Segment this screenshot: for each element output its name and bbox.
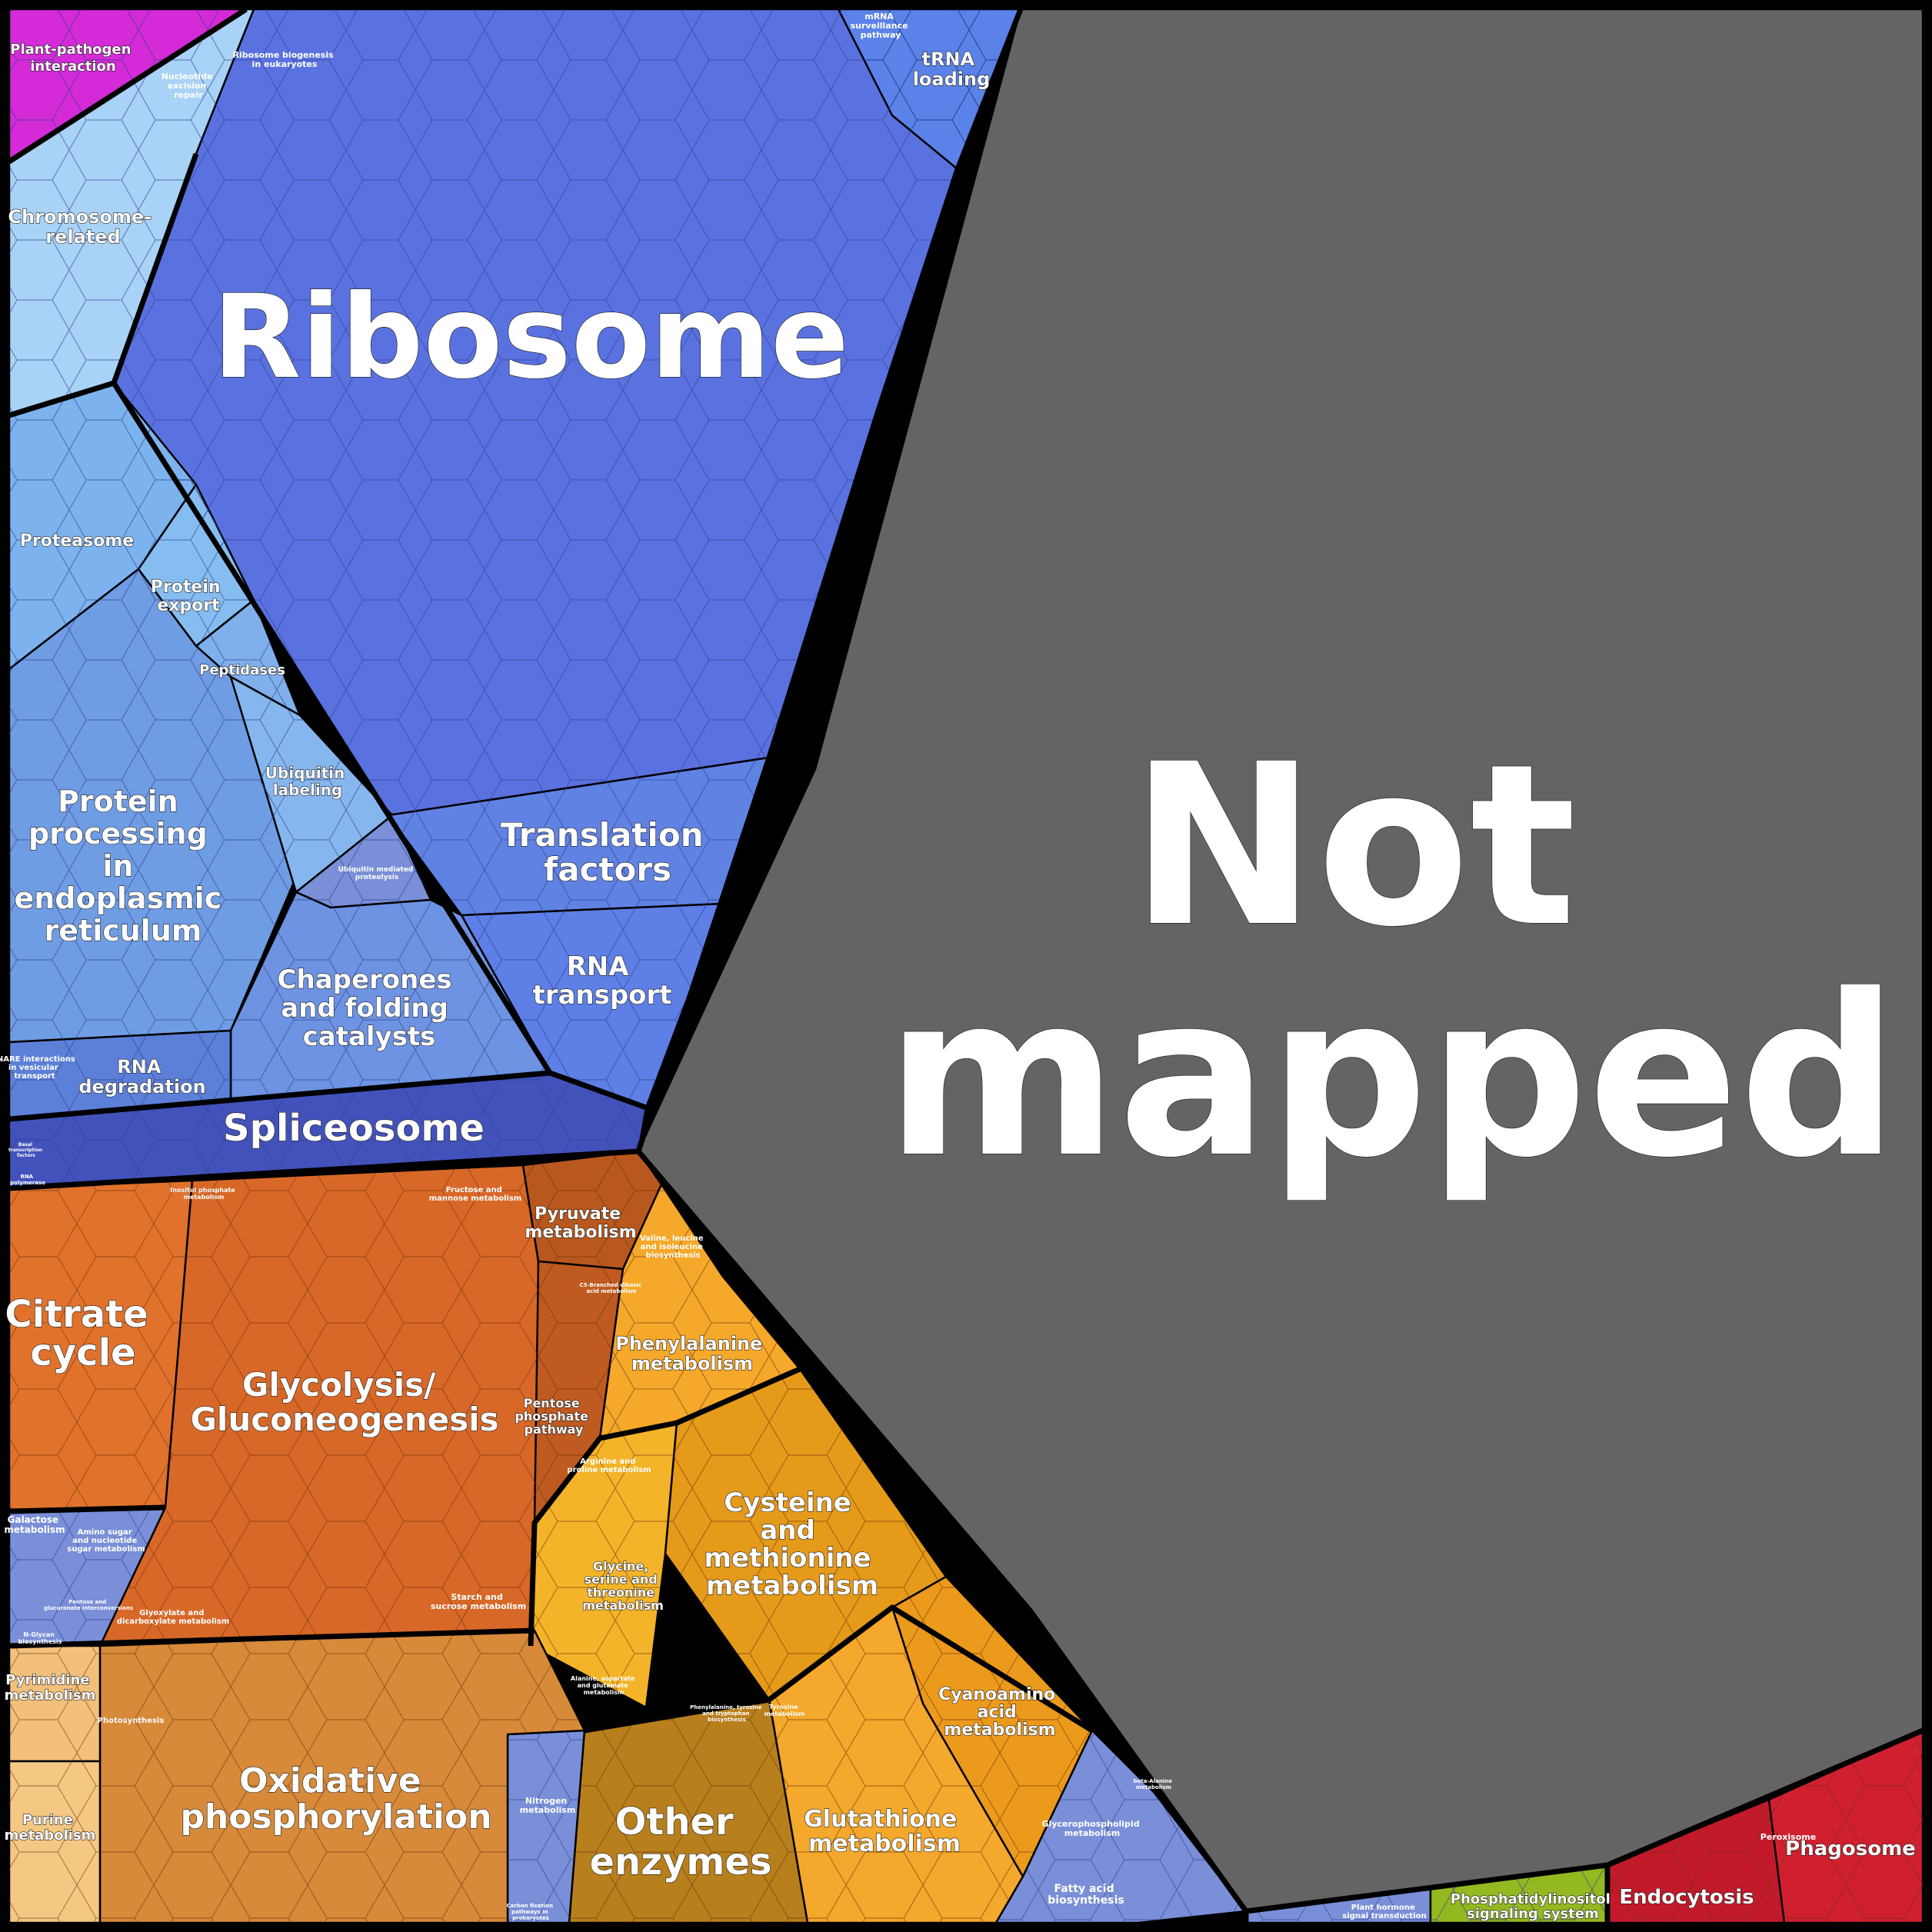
label-chaperones: Chaperones and folding catalysts	[278, 964, 461, 1052]
label-ribosome-biogenesis: Ribosome biogenesis in eukaryotes	[232, 50, 336, 69]
label-pyrimidine: Pyrimidine metabolism	[5, 1672, 96, 1704]
region-pyrimidine[interactable]	[8, 1644, 102, 1763]
label-n-glycan: N-Glycan biosynthesis	[18, 1631, 62, 1645]
label-ubiquitin-proteolysis: Ubiquitin mediated proteolysis	[338, 866, 416, 881]
label-rna-degradation: RNA degradation	[78, 1056, 205, 1098]
label-alanine-aspartate: Alanine, aspartate and glutamate metabol…	[571, 1675, 637, 1696]
label-basal-transcription: Basal transcription factors	[8, 1142, 44, 1158]
label-cysteine: Cysteine and methionine metabolism	[705, 1487, 881, 1601]
label-glycine: Glycine, serine and threonine metabolism	[582, 1559, 664, 1613]
label-proteasome: Proteasome	[20, 531, 134, 551]
label-arginine-proline: Arginine and proline metabolism	[567, 1457, 651, 1474]
label-pyruvate: Pyruvate metabolism	[525, 1204, 636, 1242]
label-beta-alanine: beta-Alanine metabolism	[1134, 1778, 1174, 1790]
label-glutathione: Glutathione metabolism	[804, 1806, 965, 1857]
label-not-mapped-line2: mapped	[885, 948, 1898, 1207]
label-pentose-phosphate: Pentose phosphate pathway	[515, 1396, 592, 1437]
label-chromosome: Chromosome- related	[8, 206, 158, 248]
label-nitrogen: Nitrogen metabolism	[520, 1796, 576, 1815]
label-pentose-glucuronate: Pentose and glucuronate interconversions	[44, 1599, 133, 1611]
label-purine: Purine metabolism	[5, 1812, 96, 1844]
label-c5-branched: C5-Branched dibasic acid metabolism	[579, 1282, 643, 1294]
label-peroxisome: Peroxisome	[1760, 1832, 1816, 1842]
label-starch-sucrose: Starch and sucrose metabolism	[431, 1592, 526, 1611]
label-plant-pathogen: Plant-pathogen interaction	[10, 42, 135, 75]
label-not-mapped: Not mapped	[885, 717, 1898, 1207]
label-ribosome: Ribosome	[212, 271, 849, 405]
label-protein-processing: Protein processing in endoplasmic reticu…	[14, 784, 232, 948]
labels: Not mapped Ribosome Plant-pathogen inter…	[0, 12, 1916, 1923]
label-glyoxylate: Glyoxylate and dicarboxylate metabolism	[117, 1609, 229, 1626]
label-rna-transport: RNA transport	[532, 951, 671, 1011]
label-inositol-phosphate: Inositol phosphate metabolism	[170, 1187, 237, 1201]
label-phenylpropanoid: Phenylalanine, tyrosine and tryptophan b…	[690, 1704, 764, 1723]
label-photosynthesis: Photosynthesis	[98, 1717, 165, 1725]
label-citrate-cycle: Citrate cycle	[5, 1293, 162, 1374]
label-amino-sugar: Amino sugar and nucleotide sugar metabol…	[67, 1528, 145, 1554]
label-cyanoamino: Cyanoamino acid metabolism	[938, 1685, 1061, 1740]
label-glycolysis: Glycolysis/ Gluconeogenesis	[190, 1366, 498, 1438]
label-phagosome: Phagosome	[1785, 1837, 1916, 1860]
label-phenylalanine: Phenylalanine metabolism	[615, 1333, 769, 1374]
label-spliceosome: Spliceosome	[223, 1107, 485, 1150]
label-ubiquitin-labeling: Ubiquitin labeling	[265, 764, 350, 799]
label-endocytosis: Endocytosis	[1619, 1886, 1754, 1909]
label-peptidases: Peptidases	[199, 662, 285, 678]
label-fatty-acid: Fatty acid biosynthesis	[1048, 1883, 1124, 1907]
label-protein-export: Protein export	[151, 578, 226, 615]
label-phosphatidylinositol: Phosphatidylinositol signaling system	[1451, 1891, 1615, 1922]
label-plant-hormone: Plant hormone signal transduction	[1342, 1904, 1426, 1920]
label-translation-factors: Translation factors	[501, 816, 715, 888]
label-galactose: Galactose metabolism	[4, 1514, 65, 1535]
label-rna-polymerase: RNA polymerase	[10, 1174, 45, 1186]
label-tyrosine: Tyrosine metabolism	[764, 1704, 805, 1717]
label-valine-leucine: Valine, leucine and isoleucine biosynthe…	[640, 1234, 706, 1260]
label-trna-loading: tRNA loading	[913, 48, 991, 90]
label-nucleotide-excision: Nucleotide excision repair	[162, 72, 216, 100]
label-other-enzymes: Other enzymes	[589, 1800, 771, 1884]
label-carbon-fixation: Carbon fixation pathways in prokaryotes	[507, 1903, 555, 1921]
label-mrna-surveillance: mRNA surveillance pathway	[851, 12, 911, 40]
label-glycerophospholipid: Glycerophospholipid metabolism	[1042, 1819, 1143, 1838]
label-oxidative: Oxidative phosphorylation	[180, 1761, 491, 1837]
label-not-mapped-line1: Not	[1130, 717, 1577, 976]
label-snare: SNARE interactions in vesicular transpor…	[0, 1055, 78, 1081]
label-fructose-mannose: Fructose and mannose metabolism	[429, 1186, 521, 1203]
